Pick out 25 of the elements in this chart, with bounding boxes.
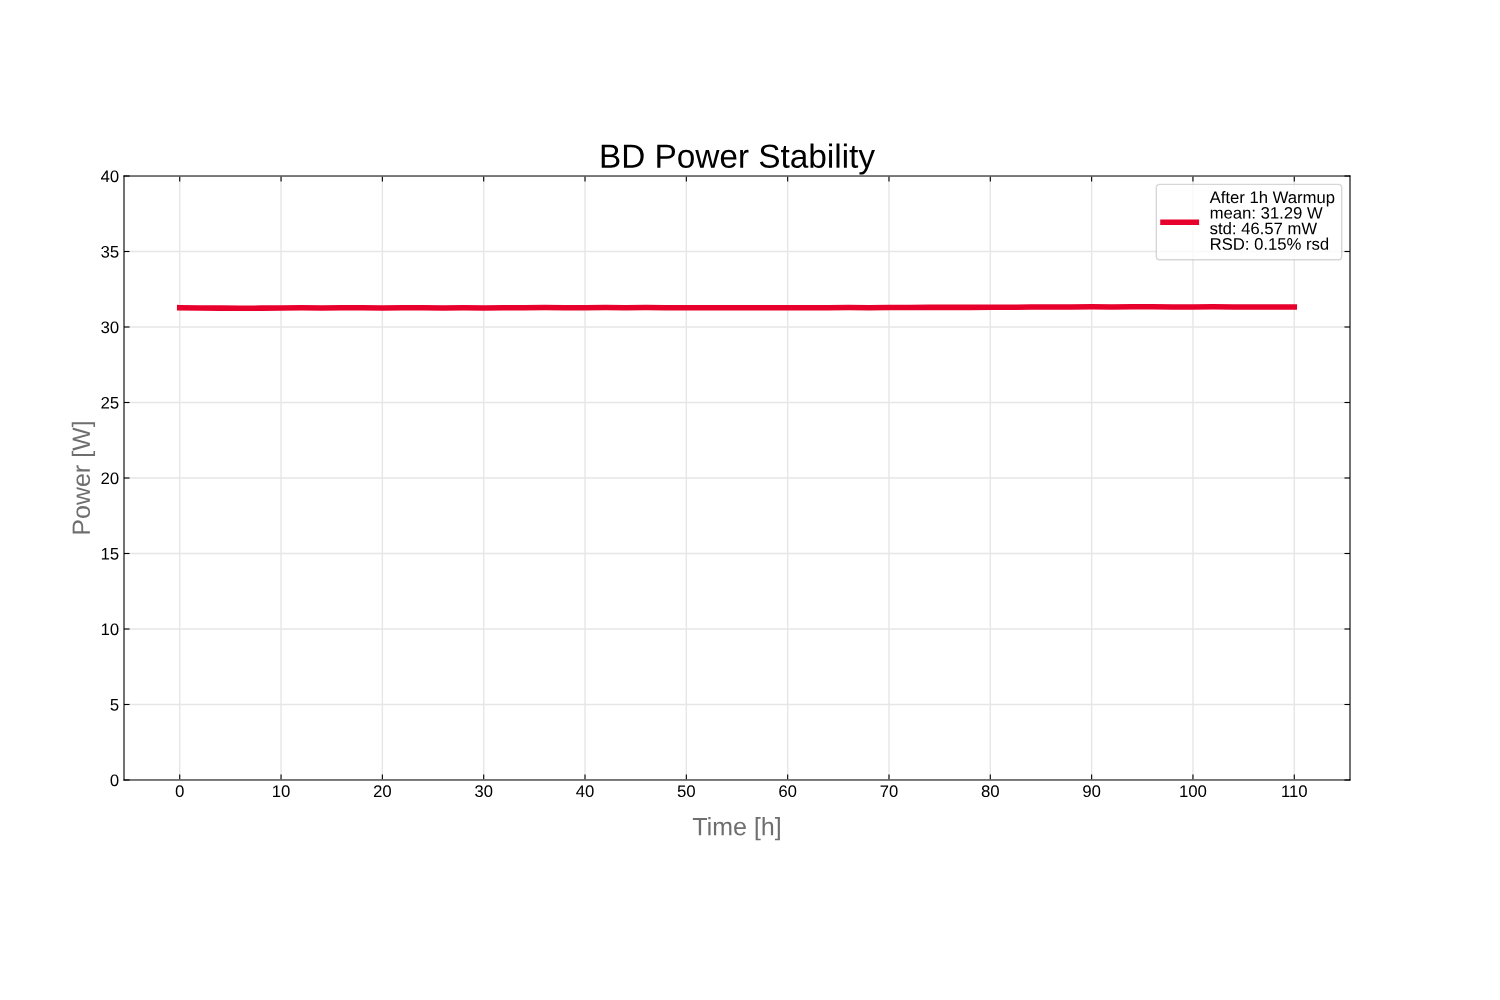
x-tick-label: 10	[273, 785, 290, 798]
y-tick-label: 0	[110, 774, 119, 787]
x-tick-label: 100	[1180, 785, 1207, 798]
x-tick-label: 20	[373, 785, 391, 798]
x-tick-label: 30	[475, 785, 493, 798]
x-tick-label: 110	[1282, 785, 1307, 798]
y-tick-label: 30	[101, 321, 119, 334]
legend-label: After 1h Warmup mean: 31.29 W std: 46.57 mW RSD: 0.15% rsd	[1209, 191, 1335, 250]
y-tick-label: 10	[101, 623, 119, 636]
y-axis-title: Power [W]	[71, 422, 96, 534]
chart-title: BD Power Stability	[601, 143, 875, 175]
x-axis-title: Time [h]	[692, 817, 780, 841]
y-tick-label: 5	[110, 699, 119, 711]
x-tick-label: 60	[779, 785, 797, 798]
x-tick-label: 70	[880, 785, 898, 798]
x-tick-label: 90	[1083, 785, 1101, 798]
x-tick-label: 50	[677, 785, 695, 798]
x-tick-label: 0	[175, 785, 184, 798]
x-tick-label: 40	[576, 785, 594, 798]
y-tick-label: 40	[100, 170, 119, 183]
y-tick-label: 15	[101, 548, 119, 560]
y-tick-label: 35	[101, 245, 119, 258]
y-tick-label: 25	[101, 396, 119, 409]
y-tick-label: 20	[101, 472, 119, 485]
x-tick-label: 80	[981, 785, 999, 798]
